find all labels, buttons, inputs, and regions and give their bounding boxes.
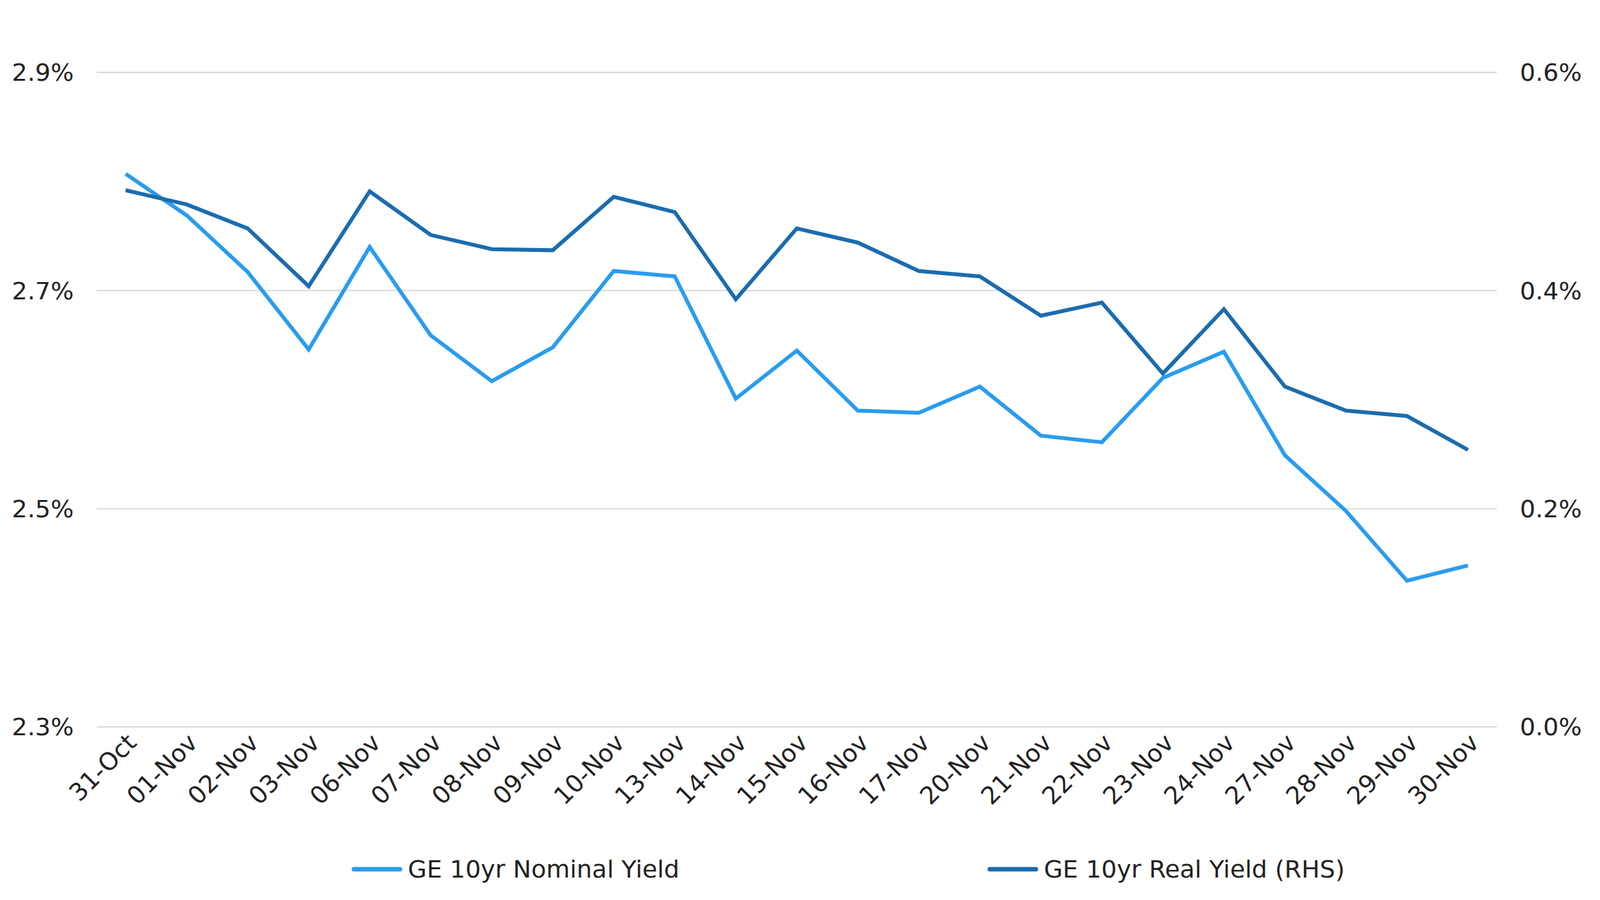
svg-text:0.0%: 0.0% (1519, 712, 1583, 742)
svg-text:07-Nov: 07-Nov (365, 728, 448, 811)
svg-text:30-Nov: 30-Nov (1402, 728, 1484, 810)
svg-text:28-Nov: 28-Nov (1280, 728, 1363, 811)
html-text:GE 10yr Nominal Yield: GE 10yr Nominal Yield (407, 855, 680, 884)
svg-text:27-Nov: 27-Nov (1219, 728, 1302, 811)
svg-text:14-Nov: 14-Nov (670, 728, 753, 811)
svg-text:2.7%: 2.7% (11, 276, 74, 306)
svg-text:0.4%: 0.4% (1519, 276, 1583, 306)
svg-text:2.9%: 2.9% (11, 58, 74, 87)
svg-text:03-Nov: 03-Nov (243, 728, 325, 811)
svg-text:0.2%: 0.2% (1519, 494, 1583, 524)
svg-text:09-Nov: 09-Nov (487, 728, 570, 811)
svg-text:08-Nov: 08-Nov (426, 728, 509, 811)
svg-text:22-Nov: 22-Nov (1036, 728, 1119, 811)
svg-text:20-Nov: 20-Nov (914, 728, 997, 811)
svg-text:2.5%: 2.5% (11, 494, 74, 524)
svg-text:15-Nov: 15-Nov (731, 728, 814, 811)
html-text:GE 10yr Real Yield (RHS): GE 10yr Real Yield (RHS) (1043, 855, 1345, 884)
svg-text:29-Nov: 29-Nov (1341, 728, 1424, 811)
svg-text:10-Nov: 10-Nov (548, 728, 631, 811)
svg-text:0.6%: 0.6% (1519, 58, 1583, 87)
svg-text:31-Oct: 31-Oct (63, 728, 142, 807)
svg-text:17-Nov: 17-Nov (853, 728, 936, 811)
svg-text:06-Nov: 06-Nov (304, 728, 387, 811)
svg-text:01-Nov: 01-Nov (121, 728, 203, 811)
svg-text:2.3%: 2.3% (11, 712, 74, 742)
svg-text:24-Nov: 24-Nov (1158, 728, 1241, 811)
svg-text:02-Nov: 02-Nov (182, 728, 264, 811)
svg-text:21-Nov: 21-Nov (975, 728, 1058, 811)
svg-text:23-Nov: 23-Nov (1097, 728, 1180, 811)
svg-text:16-Nov: 16-Nov (792, 728, 875, 811)
svg-text:13-Nov: 13-Nov (609, 728, 692, 811)
